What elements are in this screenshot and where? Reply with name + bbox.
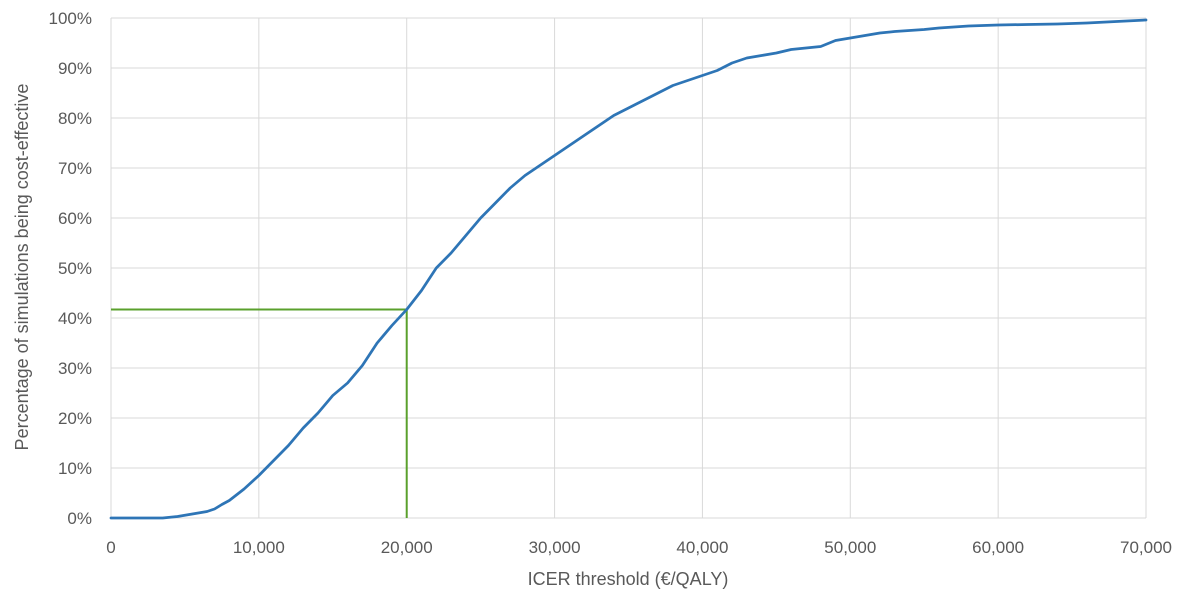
- x-tick-label: 30,000: [529, 538, 581, 557]
- x-tick-label: 60,000: [972, 538, 1024, 557]
- y-tick-label: 10%: [58, 459, 92, 478]
- y-tick-label: 50%: [58, 259, 92, 278]
- x-tick-label: 20,000: [381, 538, 433, 557]
- series-layer: [109, 18, 1148, 520]
- x-tick-label: 50,000: [824, 538, 876, 557]
- x-tick-label: 0: [106, 538, 115, 557]
- y-tick-labels: 0% 10% 20% 30% 40% 50% 60% 70% 80% 90% 100%: [49, 9, 92, 528]
- y-tick-label: 20%: [58, 409, 92, 428]
- y-tick-label: 0%: [67, 509, 92, 528]
- y-tick-label: 40%: [58, 309, 92, 328]
- y-tick-label: 80%: [58, 109, 92, 128]
- y-tick-label: 100%: [49, 9, 92, 28]
- x-tick-label: 10,000: [233, 538, 285, 557]
- x-tick-label: 70,000: [1120, 538, 1172, 557]
- grid-layer: [110, 17, 1147, 519]
- reference-lines: [111, 308, 408, 518]
- x-tick-labels: 0 10,000 20,000 30,000 40,000 50,000 60,000 70,…: [106, 538, 1172, 557]
- series-line: [109, 18, 1148, 520]
- y-tick-label: 90%: [58, 59, 92, 78]
- x-axis-title: ICER threshold (€/QALY): [528, 569, 729, 589]
- y-tick-label: 60%: [58, 209, 92, 228]
- y-tick-label: 30%: [58, 359, 92, 378]
- x-tick-label: 40,000: [676, 538, 728, 557]
- y-tick-label: 70%: [58, 159, 92, 178]
- y-axis-title: Percentage of simulations being cost-eff…: [12, 84, 32, 451]
